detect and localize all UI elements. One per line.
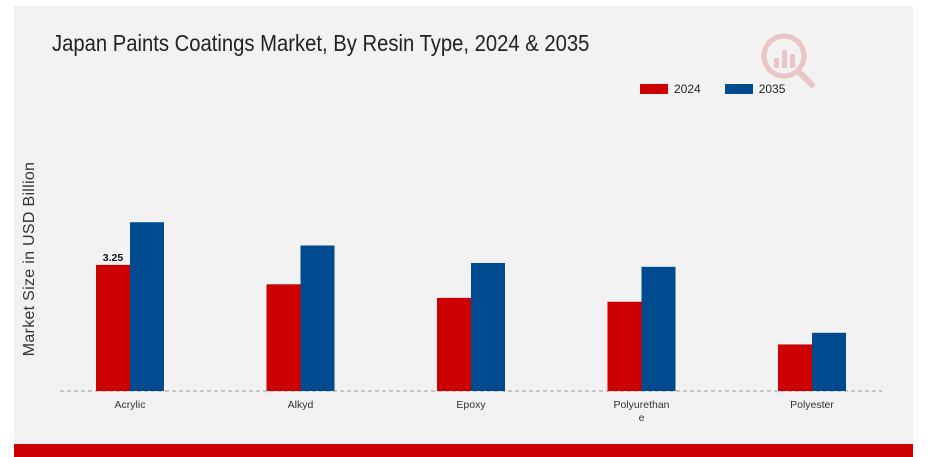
legend-swatch-2035 xyxy=(724,84,753,94)
bar-2024-polyester xyxy=(778,344,812,391)
bar-2035-epoxy xyxy=(471,262,505,391)
legend-entry-2024: 2024 xyxy=(640,82,701,96)
bar-2024-epoxy xyxy=(437,297,471,391)
brand-logo-icon xyxy=(761,33,815,88)
bar-2024-alkyd xyxy=(266,284,301,391)
x-tick-label-polyester: Polyester xyxy=(790,399,834,411)
legend-label-2024: 2024 xyxy=(674,82,701,96)
bar-2035-acrylic xyxy=(130,222,164,391)
legend-label-2035: 2035 xyxy=(758,82,786,96)
bar-2035-polyurethane xyxy=(641,266,676,391)
bar-2024-acrylic xyxy=(96,264,130,391)
bar-2024-polyurethane xyxy=(607,301,642,391)
x-tick-label-epoxy: Epoxy xyxy=(456,399,486,411)
footer-accent-bar xyxy=(14,444,913,457)
chart-legend: 2024 2035 xyxy=(640,82,809,96)
legend-swatch-2024 xyxy=(640,84,668,94)
legend-entry-2035: 2035 xyxy=(724,82,786,96)
data-label-2024-acrylic: 3.25 xyxy=(103,252,124,264)
x-tick-label-alkyd: Alkyd xyxy=(288,399,314,411)
x-tick-label-polyurethane: e xyxy=(639,412,645,424)
chart-title: Japan Paints Coatings Market, By Resin T… xyxy=(52,30,590,56)
bar-2035-alkyd xyxy=(300,245,335,391)
bar-2035-polyester xyxy=(812,332,846,391)
x-tick-label-polyurethane: Polyurethan xyxy=(613,399,669,411)
x-tick-label-acrylic: Acrylic xyxy=(115,399,146,411)
